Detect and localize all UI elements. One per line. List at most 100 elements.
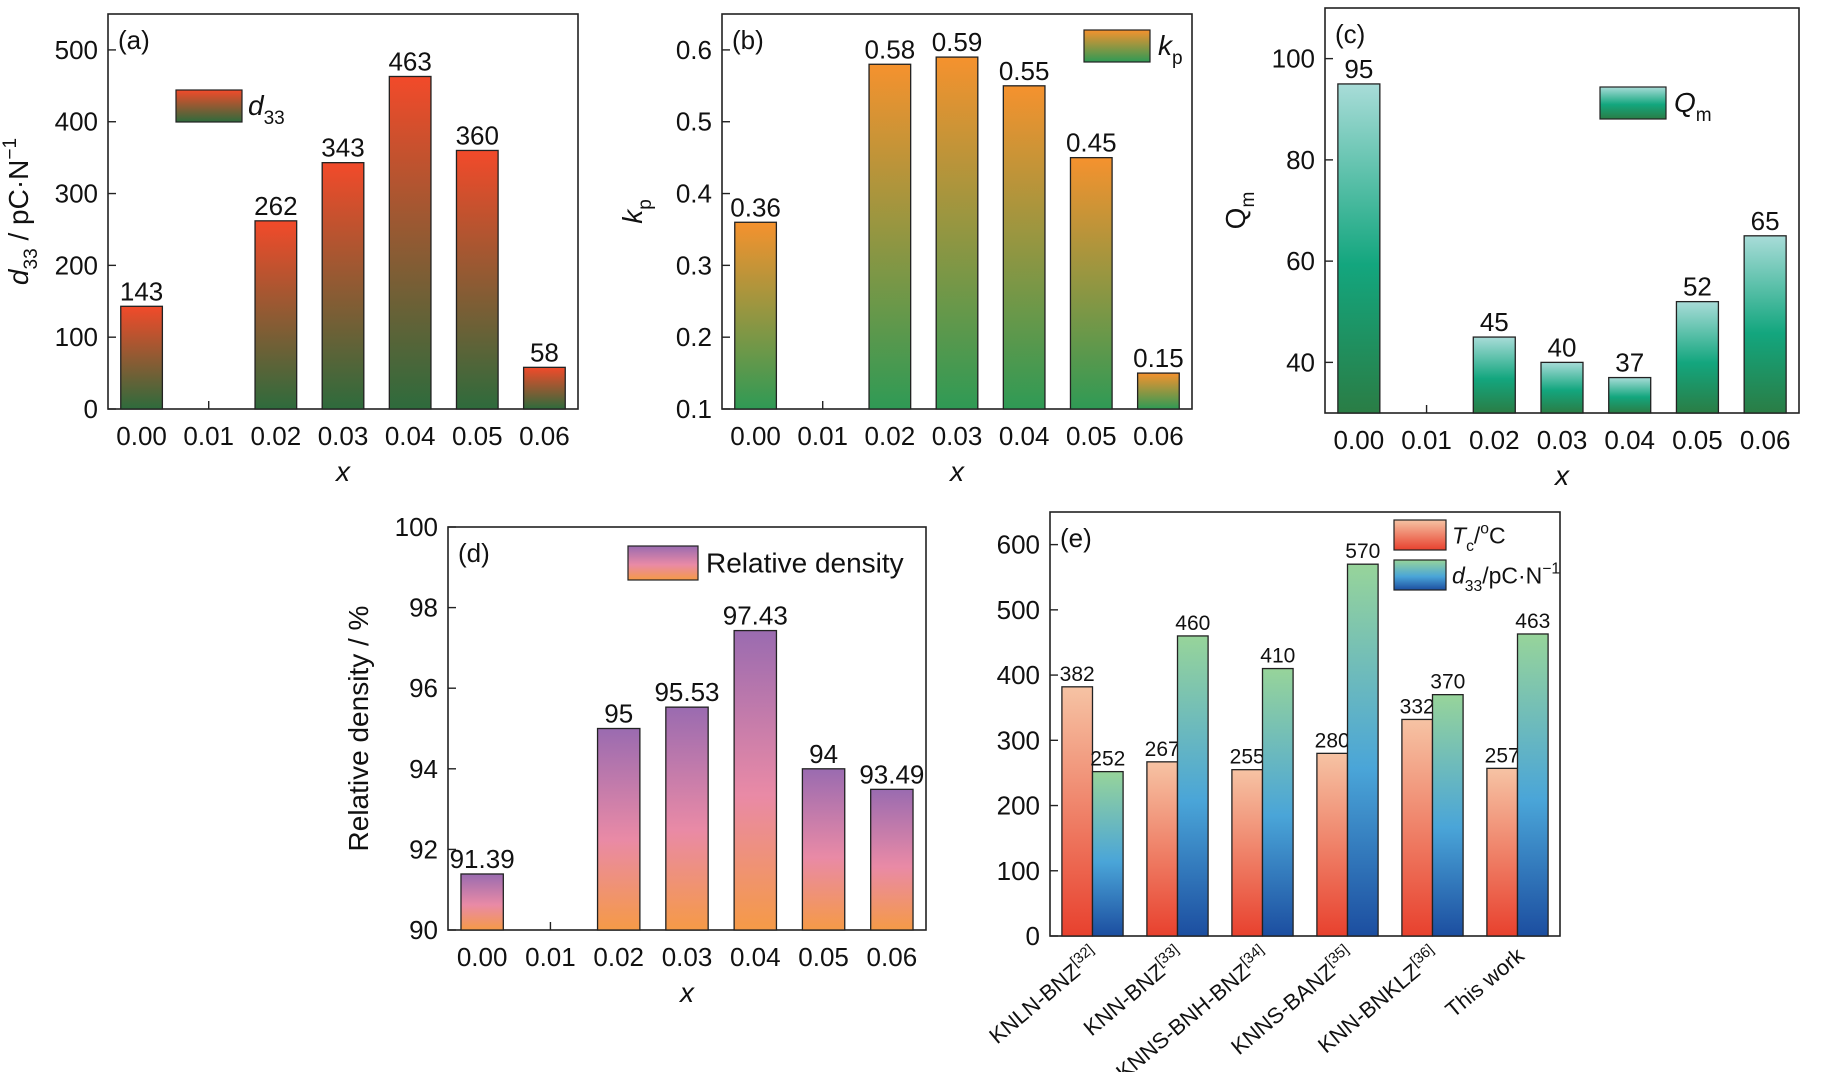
bar: [1002, 85, 1046, 410]
data-label: 0.45: [1066, 128, 1117, 158]
bar: [1516, 633, 1549, 937]
y-tick-label: 94: [409, 754, 438, 784]
data-label: 143: [120, 276, 163, 306]
bar: [1061, 686, 1094, 937]
y-tick-label: 80: [1286, 145, 1315, 175]
x-tick-label: 0.03: [932, 421, 983, 451]
data-label: 570: [1345, 540, 1380, 563]
data-label: 255: [1230, 746, 1265, 769]
y-tick-label: 0.6: [676, 35, 712, 65]
bar: [1231, 769, 1264, 937]
x-tick-label: 0.00: [457, 942, 508, 972]
x-tick-label: 0.06: [867, 942, 918, 972]
y-tick-label: 300: [55, 179, 98, 209]
bar: [1675, 300, 1720, 414]
data-label: 370: [1430, 671, 1465, 694]
data-label: 0.55: [999, 56, 1050, 86]
data-label: 257: [1485, 744, 1520, 767]
data-label: 95.53: [654, 677, 719, 707]
legend-swatch: [1599, 86, 1667, 120]
x-tick-label: 0.05: [1066, 421, 1117, 451]
x-tick-label: 0.02: [593, 942, 644, 972]
data-label: 0.15: [1133, 343, 1184, 373]
data-label: 37: [1615, 348, 1644, 378]
x-tick-label: 0.02: [865, 421, 916, 451]
data-label: 0.58: [865, 34, 916, 64]
x-tick-label: 0.05: [1672, 425, 1723, 455]
bar: [522, 366, 566, 410]
x-tick-label: 0.03: [318, 421, 369, 451]
x-tick-label: 0.05: [798, 942, 849, 972]
data-label: 95: [1344, 54, 1373, 84]
y-tick-label: 90: [409, 915, 438, 945]
bar: [1472, 336, 1516, 414]
x-tick-label: 0.01: [1401, 425, 1452, 455]
y-tick-label: 100: [1272, 44, 1315, 74]
bar: [460, 873, 504, 931]
legend-swatch: [1393, 559, 1447, 591]
legend-label: Tc/oC: [1452, 521, 1506, 555]
bar: [388, 75, 432, 410]
bar: [1540, 361, 1584, 414]
bar: [1261, 667, 1294, 937]
x-tick-label: 0.03: [662, 942, 713, 972]
x-axis-label: x: [1553, 460, 1570, 491]
legend-label: d33: [248, 90, 285, 129]
bar: [1316, 752, 1349, 937]
y-tick-label: 60: [1286, 246, 1315, 276]
bar: [734, 221, 778, 410]
data-label: 343: [321, 133, 364, 163]
bar: [1431, 693, 1464, 937]
legend-label: Qm: [1674, 87, 1712, 126]
data-label: 58: [530, 337, 559, 367]
bar: [1743, 235, 1787, 414]
panel-b: 0.1 0.2 0.3 0.4 0.5 0.6 kp (b) 0.00 0.01 0.02 0.03 0…: [617, 13, 1193, 487]
data-label: 267: [1145, 738, 1180, 761]
data-label: 262: [254, 191, 297, 221]
x-tick-label: 0.02: [251, 421, 302, 451]
x-tick-label: 0.04: [1604, 425, 1655, 455]
y-tick-label: 400: [997, 660, 1040, 690]
y-tick-label: 200: [997, 791, 1040, 821]
data-label: 91.39: [450, 844, 515, 874]
y-axis-label: kp: [617, 199, 656, 224]
bar: [120, 305, 164, 410]
x-tick-label: 0.04: [999, 421, 1050, 451]
y-tick-label: 0.1: [676, 394, 712, 424]
data-label: 360: [456, 120, 499, 150]
data-label: 40: [1548, 332, 1577, 362]
data-label: 460: [1175, 612, 1210, 635]
bar: [665, 706, 709, 931]
data-label: 463: [388, 46, 431, 76]
panel-label: (e): [1060, 523, 1092, 553]
x-axis-label: x: [678, 977, 695, 1008]
panel-label: (b): [732, 25, 764, 55]
y-tick-label: 0: [84, 394, 98, 424]
x-axis-label: x: [948, 456, 965, 487]
y-tick-label: 0.2: [676, 322, 712, 352]
y-tick-label: 100: [997, 856, 1040, 886]
bar: [868, 63, 912, 410]
x-tick-label: 0.05: [452, 421, 503, 451]
bar: [254, 220, 298, 410]
x-tick-label: 0.00: [1334, 425, 1385, 455]
x-tick-label: 0.00: [116, 421, 167, 451]
x-tick-label: 0.06: [519, 421, 570, 451]
x-axis-label: x: [334, 456, 351, 487]
plot-frame: [1049, 511, 1561, 937]
x-tick-label: 0.06: [1133, 421, 1184, 451]
data-label: 0.59: [932, 27, 983, 57]
y-tick-label: 0.4: [676, 179, 712, 209]
bar: [1136, 372, 1180, 410]
x-tick-label: This work: [1441, 942, 1530, 1022]
x-tick-label: 0.04: [730, 942, 781, 972]
panel-d: 90 92 94 96 98 100 Relative density / % (d) 0.00…: [343, 512, 927, 1008]
panel-a: 0 100 200 300 400 500 d33 / pC·N−1 (a) 0.00 0.01 0…: [0, 13, 579, 487]
bar: [733, 629, 778, 931]
x-tick-label: 0.01: [525, 942, 576, 972]
y-axis-label: Relative density / %: [343, 606, 374, 852]
bar: [1346, 563, 1379, 937]
data-label: 45: [1480, 307, 1509, 337]
